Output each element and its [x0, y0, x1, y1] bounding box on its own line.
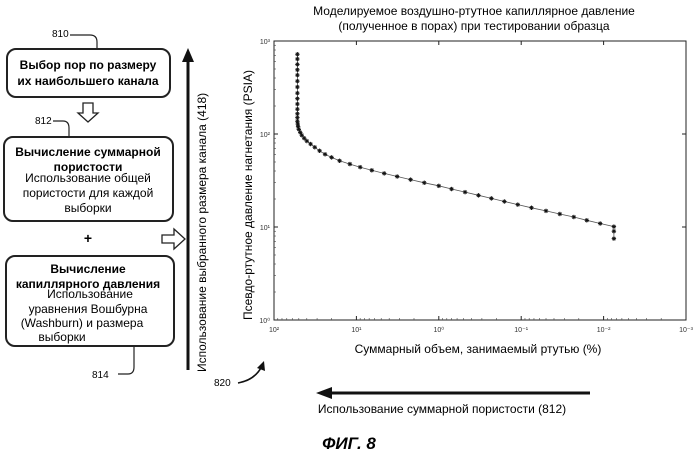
box3-body-line4: выборки [38, 330, 85, 344]
box3-body-line3: (Washburn) и размера [21, 316, 144, 330]
figure-caption: ФИГ. 8 [322, 434, 376, 453]
box3-title-line2: капиллярного давления [16, 277, 160, 291]
x-tick-label: 10² [269, 327, 280, 334]
data-point [357, 164, 363, 170]
y-tick-label: 10³ [260, 39, 271, 46]
data-point [295, 111, 300, 116]
plus-sign: + [84, 230, 92, 246]
data-point [476, 193, 481, 198]
data-point [304, 138, 309, 144]
series-points [295, 52, 617, 241]
box2-body-line2: пористости для каждой [23, 186, 154, 200]
vertical-arrow-label: Использование выбранного размера канала … [195, 93, 209, 372]
ref-814-leader [118, 346, 135, 375]
box-capillary-pressure: Вычисление капиллярного давления Использ… [5, 255, 175, 347]
data-point [317, 148, 322, 153]
vertical-arrowhead [182, 48, 194, 62]
y-tick-label: 10² [260, 132, 271, 139]
box1-title-line2: их наибольшего канала [17, 74, 159, 88]
data-point [295, 90, 300, 96]
data-point [408, 177, 413, 182]
data-point [295, 78, 300, 84]
ref-810-leader [70, 34, 98, 49]
data-point [597, 221, 603, 226]
x-tick-label: 10⁻¹ [514, 327, 528, 334]
x-tick-label: 10⁻² [597, 327, 611, 334]
data-point [515, 202, 520, 207]
box2-body-line1: Использование общей [25, 171, 151, 185]
horizontal-arrowhead [316, 387, 332, 399]
data-point [337, 158, 342, 164]
data-point [449, 186, 454, 192]
data-point [462, 189, 468, 195]
data-point [529, 205, 534, 210]
y-tick-label: 10¹ [260, 225, 271, 232]
data-point [302, 136, 307, 141]
data-point [295, 84, 300, 90]
data-point [611, 229, 617, 234]
ref-820: 820 [214, 378, 231, 389]
horizontal-arrow-label: Использование суммарной пористости (812) [318, 402, 566, 416]
data-point [308, 141, 313, 147]
data-point [571, 214, 576, 220]
box1-title-line1: Выбор пор по размеру [20, 58, 157, 72]
data-point [381, 171, 387, 176]
data-point [295, 62, 300, 67]
box3-body-line1: Использование [47, 287, 133, 301]
series-line [296, 54, 615, 239]
ref-812-leader [53, 120, 70, 137]
data-point [584, 218, 589, 223]
box-total-porosity: Вычисление суммарной пористости Использо… [3, 136, 174, 222]
plot-frame [273, 40, 687, 321]
box2-title-line1: Вычисление суммарной [15, 145, 160, 159]
data-point [611, 236, 617, 241]
x-tick-label: 10⁰ [434, 326, 445, 334]
data-point [422, 180, 427, 185]
chart-y-label: Псевдо-ртутное давление нагнетания (PSIA… [241, 70, 255, 320]
ref-814: 814 [92, 370, 109, 381]
data-point [489, 196, 494, 201]
data-point [394, 174, 400, 179]
box2-title-line2: пористости [54, 160, 123, 174]
right-arrow-hollow [161, 227, 186, 251]
ref-810: 810 [52, 29, 69, 40]
data-point [322, 152, 328, 157]
y-tick-label: 10⁰ [259, 317, 270, 325]
data-point [543, 208, 549, 214]
y-axis-ticks: 10⁰ 10¹ 10² 10³ [259, 39, 686, 325]
ref-820-arrowhead [257, 361, 265, 371]
data-point [611, 224, 617, 229]
chart-x-label: Суммарный объем, занимаемый ртутью (%) [355, 342, 602, 356]
data-point [557, 211, 563, 217]
data-point [347, 161, 353, 167]
data-point [312, 145, 317, 150]
data-point [295, 106, 300, 112]
data-point [369, 168, 375, 173]
chart-title-line1: Моделируемое воздушно-ртутное капиллярно… [313, 4, 635, 18]
data-point [295, 52, 300, 57]
data-point [295, 96, 300, 101]
box3-body-line2: уравнения Вошбурна [29, 302, 148, 316]
ref-820-arrow [237, 365, 263, 384]
data-point [436, 183, 441, 189]
data-point [295, 72, 300, 78]
box3-title-line1: Вычисление [50, 262, 126, 276]
chart-title-line2: (полученное в порах) при тестировании об… [338, 19, 610, 33]
data-point [502, 199, 507, 204]
ref-812: 812 [35, 116, 52, 127]
x-tick-label: 10⁻³ [679, 327, 693, 334]
box-select-pores: Выбор пор по размеру их наибольшего кана… [6, 48, 171, 98]
data-point [299, 133, 304, 138]
x-axis-ticks: 10² 10¹ 10⁰ 10⁻¹ 10⁻² 10⁻³ [269, 41, 694, 334]
box2-body-line3: выборки [64, 201, 111, 215]
down-arrow-hollow [76, 102, 100, 123]
data-point [295, 101, 300, 107]
data-point [295, 67, 300, 73]
data-point [295, 56, 300, 62]
capillary-pressure-chart: 10² 10¹ 10⁰ 10⁻¹ 10⁻² 10⁻³ 10⁰ 10¹ 10² 10³ [259, 39, 693, 334]
x-tick-label: 10¹ [351, 327, 362, 334]
data-point [329, 155, 334, 160]
